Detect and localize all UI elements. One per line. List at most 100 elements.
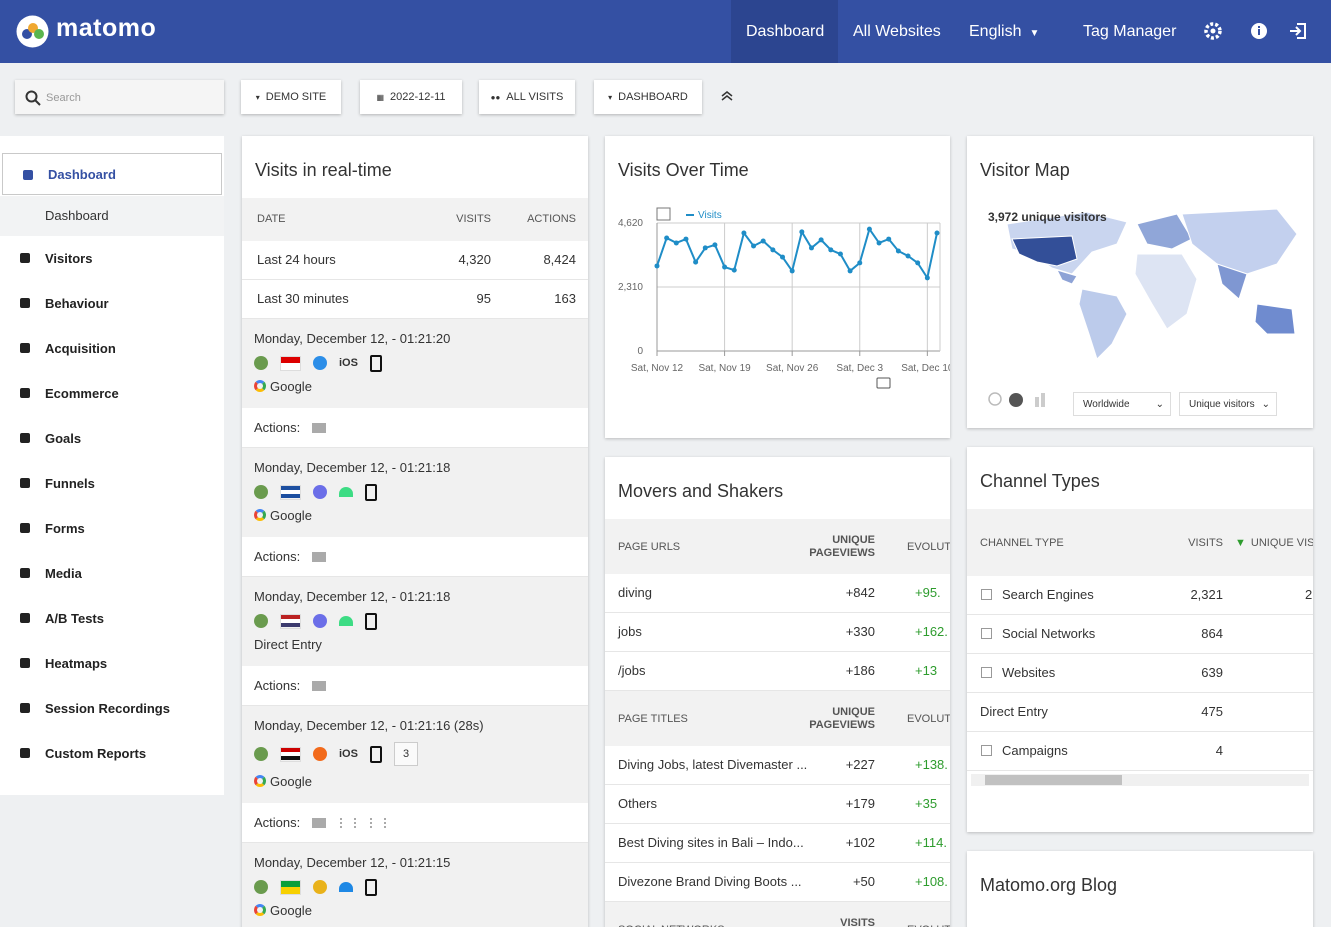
menu-item[interactable]: Session Recordings <box>0 686 224 731</box>
nav-item[interactable]: Tag Manager <box>1083 0 1176 63</box>
data-point <box>808 245 814 251</box>
menu-icon <box>20 658 30 668</box>
button-label: DASHBOARD <box>618 91 688 103</box>
row-label: diving <box>618 585 652 600</box>
annotation-icon <box>876 377 891 389</box>
menu-item[interactable]: Visitors <box>0 236 224 281</box>
data-point <box>876 240 882 246</box>
google-icon <box>254 509 266 521</box>
visit-time: Monday, December 12, - 01:21:18 <box>254 460 451 475</box>
column-header: CHANNEL TYPE <box>980 537 1064 549</box>
map-controls[interactable] <box>987 391 1057 409</box>
visit-referrer: Google <box>254 505 576 527</box>
section-header: PAGE URLS UNIQUE PAGEVIEWS EVOLUTI <box>605 519 950 574</box>
menu-item[interactable]: Acquisition <box>0 326 224 371</box>
menu-icon <box>20 703 30 713</box>
row-value: 4 <box>1215 743 1223 758</box>
nav-item[interactable]: All Websites <box>853 0 941 63</box>
channel-types-widget: Channel Types CHANNEL TYPE VISITS ▼ UNIQUE … <box>967 447 1313 832</box>
referrer-label: Google <box>270 903 312 918</box>
table-row[interactable]: Campaigns 4 <box>967 732 1313 771</box>
column-header: PAGE TITLES <box>618 713 688 725</box>
table-row: diving +842 +95. <box>605 574 950 613</box>
table-row: Diving Jobs, latest Divemaster ... +227 +1… <box>605 746 950 785</box>
scroll-thumb[interactable] <box>985 775 1122 785</box>
row-value: +179 <box>845 796 875 811</box>
table-row[interactable]: Search Engines 2,321 2 <box>967 576 1313 615</box>
menu-icon <box>20 253 30 263</box>
data-point <box>924 275 930 281</box>
nav-item[interactable]: English ▼ <box>969 0 1039 63</box>
google-icon <box>254 904 266 916</box>
nav-label: All Websites <box>853 23 941 40</box>
row-value: 639 <box>1201 665 1223 680</box>
series-line <box>656 226 938 281</box>
data-point <box>712 242 718 248</box>
folder-icon <box>312 818 327 828</box>
folder-icon <box>312 681 327 691</box>
menu-label: Goals <box>45 431 82 446</box>
menu-item[interactable]: Heatmaps <box>0 641 224 686</box>
table-row: Divezone Brand Diving Boots ... +50 +108. <box>605 863 950 902</box>
nav-label: English <box>969 23 1022 40</box>
actions-label: Actions: <box>254 549 301 564</box>
os-icon <box>339 616 353 626</box>
menu-label: Visitors <box>45 251 93 266</box>
y-tick-label: 4,620 <box>618 218 643 229</box>
data-point <box>866 226 872 232</box>
top-bar: matomo <box>0 0 1331 63</box>
region-select[interactable]: Worldwide ⌄ <box>1073 392 1171 416</box>
x-tick-label: Sat, Nov 26 <box>766 363 819 374</box>
toolbar-button[interactable]: ▾ DEMO SITE <box>241 80 341 114</box>
visit-icons <box>254 608 576 634</box>
collapse-caret[interactable] <box>720 90 734 102</box>
table-header: DATE VISITS ACTIONS <box>242 198 588 241</box>
x-tick-label: Sat, Nov 19 <box>698 363 751 374</box>
flag-stripe <box>281 887 300 894</box>
menu-label: Session Recordings <box>45 701 170 716</box>
toolbar-button[interactable]: ▦ 2022-12-11 <box>360 80 462 114</box>
data-point <box>915 260 921 266</box>
flag-stripe <box>281 363 300 370</box>
submenu-item[interactable]: Dashboard <box>0 196 224 236</box>
flag-stripe <box>281 751 300 757</box>
button-icon: ▾ <box>255 93 260 102</box>
logo-icon <box>16 15 49 48</box>
menu-item[interactable]: Custom Reports <box>0 731 224 776</box>
device-icon <box>365 483 377 501</box>
toolbar-button[interactable]: ●● ALL VISITS <box>479 80 575 114</box>
metric-select[interactable]: Unique visitors ⌄ <box>1179 392 1277 416</box>
data-point <box>799 229 805 235</box>
dropdown-arrow: ▼ <box>1029 28 1040 39</box>
visit-details: Monday, December 12, - 01:21:16 (28s) iOS… <box>242 706 588 803</box>
browser-icon <box>313 747 327 761</box>
table-cell: 95 <box>476 291 491 306</box>
widget-title: Movers and Shakers <box>618 481 784 501</box>
table-row[interactable]: Social Networks 864 <box>967 615 1313 654</box>
visit-time: Monday, December 12, - 01:21:15 <box>254 855 451 870</box>
menu-item[interactable]: Ecommerce <box>0 371 224 416</box>
os-icon <box>339 487 353 497</box>
nav-item[interactable]: Dashboard <box>746 0 824 63</box>
row-evolution: +13 <box>915 663 938 678</box>
expand-icon <box>981 667 992 678</box>
flag-stripe <box>281 623 300 628</box>
section-header: PAGE TITLES UNIQUE PAGEVIEWS EVOLUTI <box>605 691 950 746</box>
menu-item[interactable]: Goals <box>0 416 224 461</box>
menu-item[interactable]: Behaviour <box>0 281 224 326</box>
menu-item[interactable]: Media <box>0 551 224 596</box>
table-row[interactable]: Websites 639 <box>967 654 1313 693</box>
menu-item[interactable]: Funnels <box>0 461 224 506</box>
menu-item[interactable]: A/B Tests <box>0 596 224 641</box>
search-box[interactable]: Search <box>15 80 224 114</box>
toolbar-button[interactable]: ▾ DASHBOARD <box>594 80 702 114</box>
menu-item[interactable]: Dashboard <box>2 153 222 195</box>
nav-label: Tag Manager <box>1083 23 1177 40</box>
menu-label: Dashboard <box>48 167 116 182</box>
menu-item[interactable]: Forms <box>0 506 224 551</box>
os-label: iOS <box>339 748 358 760</box>
section-header: SOCIAL NETWORKS VISITS EVOLUTI <box>605 902 950 927</box>
data-point <box>789 268 795 274</box>
column-header: VISITS <box>1188 537 1223 549</box>
data-point <box>702 245 708 251</box>
